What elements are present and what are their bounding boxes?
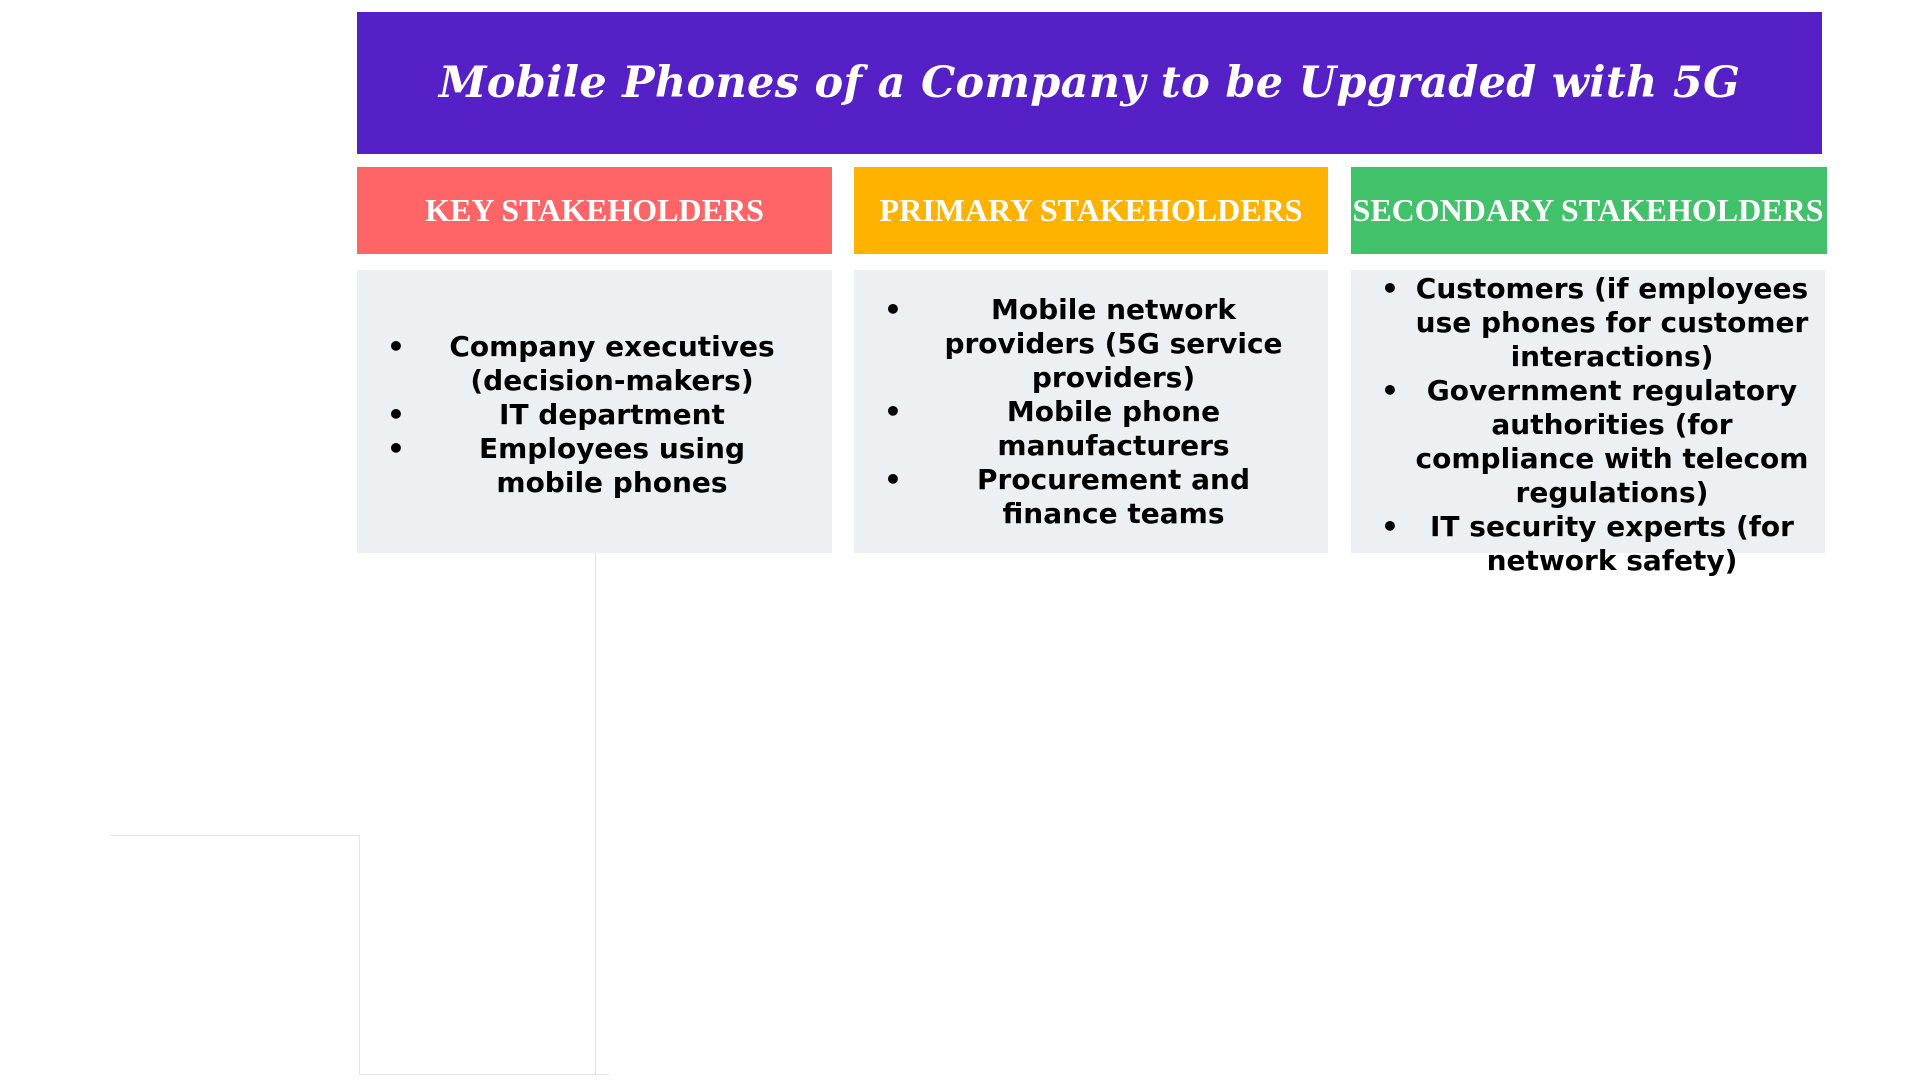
- bullet-icon: •: [1381, 510, 1399, 543]
- key-stakeholders-header: KEY STAKEHOLDERS: [357, 167, 832, 254]
- key-stakeholders-label: KEY STAKEHOLDERS: [425, 192, 764, 228]
- bullet-icon: •: [884, 462, 902, 496]
- diagram-title: Mobile Phones of a Company to be Upgrade…: [438, 58, 1741, 108]
- guide-line: [359, 1074, 609, 1075]
- bullet-icon: •: [1381, 374, 1399, 407]
- bullet-icon: •: [884, 394, 902, 428]
- bullet-icon: •: [1381, 272, 1399, 305]
- list-item: • Procurement and finance teams: [884, 462, 1250, 530]
- primary-stakeholders-list: • Mobile network providers (5G service pr…: [854, 293, 1328, 531]
- list-item: • Government regulatory authorities (for …: [1381, 374, 1809, 509]
- primary-stakeholders-box: • Mobile network providers (5G service pr…: [854, 270, 1328, 553]
- list-item: • Customers (if employees use phones for …: [1381, 272, 1809, 373]
- secondary-stakeholders-list: • Customers (if employees use phones for …: [1351, 272, 1823, 578]
- guide-line: [359, 835, 360, 1075]
- bullet-icon: •: [387, 397, 405, 431]
- key-stakeholders-box: • Company executives (decision-makers) • I…: [357, 270, 832, 553]
- list-item: • IT security experts (for network safety…: [1381, 510, 1794, 577]
- key-stakeholders-list: • Company executives (decision-makers) • I…: [357, 330, 832, 500]
- secondary-stakeholders-header: SECONDARY STAKEHOLDERS: [1351, 167, 1827, 254]
- bullet-icon: •: [387, 431, 405, 465]
- list-item: • Mobile phone manufacturers: [884, 394, 1230, 462]
- list-item: • Mobile network providers (5G service pr…: [884, 292, 1283, 394]
- secondary-stakeholders-box: • Customers (if employees use phones for …: [1351, 270, 1825, 577]
- list-item: • Employees using mobile phones: [387, 431, 745, 499]
- guide-line: [110, 835, 360, 836]
- list-item: • Company executives (decision-makers): [387, 329, 775, 397]
- primary-stakeholders-label: PRIMARY STAKEHOLDERS: [879, 192, 1303, 228]
- list-item: • IT department: [387, 397, 725, 431]
- primary-stakeholders-header: PRIMARY STAKEHOLDERS: [854, 167, 1328, 254]
- bullet-icon: •: [884, 292, 902, 326]
- guide-line: [595, 553, 596, 1075]
- bullet-icon: •: [387, 329, 405, 363]
- title-banner: Mobile Phones of a Company to be Upgrade…: [357, 12, 1822, 154]
- secondary-stakeholders-label: SECONDARY STAKEHOLDERS: [1352, 192, 1824, 228]
